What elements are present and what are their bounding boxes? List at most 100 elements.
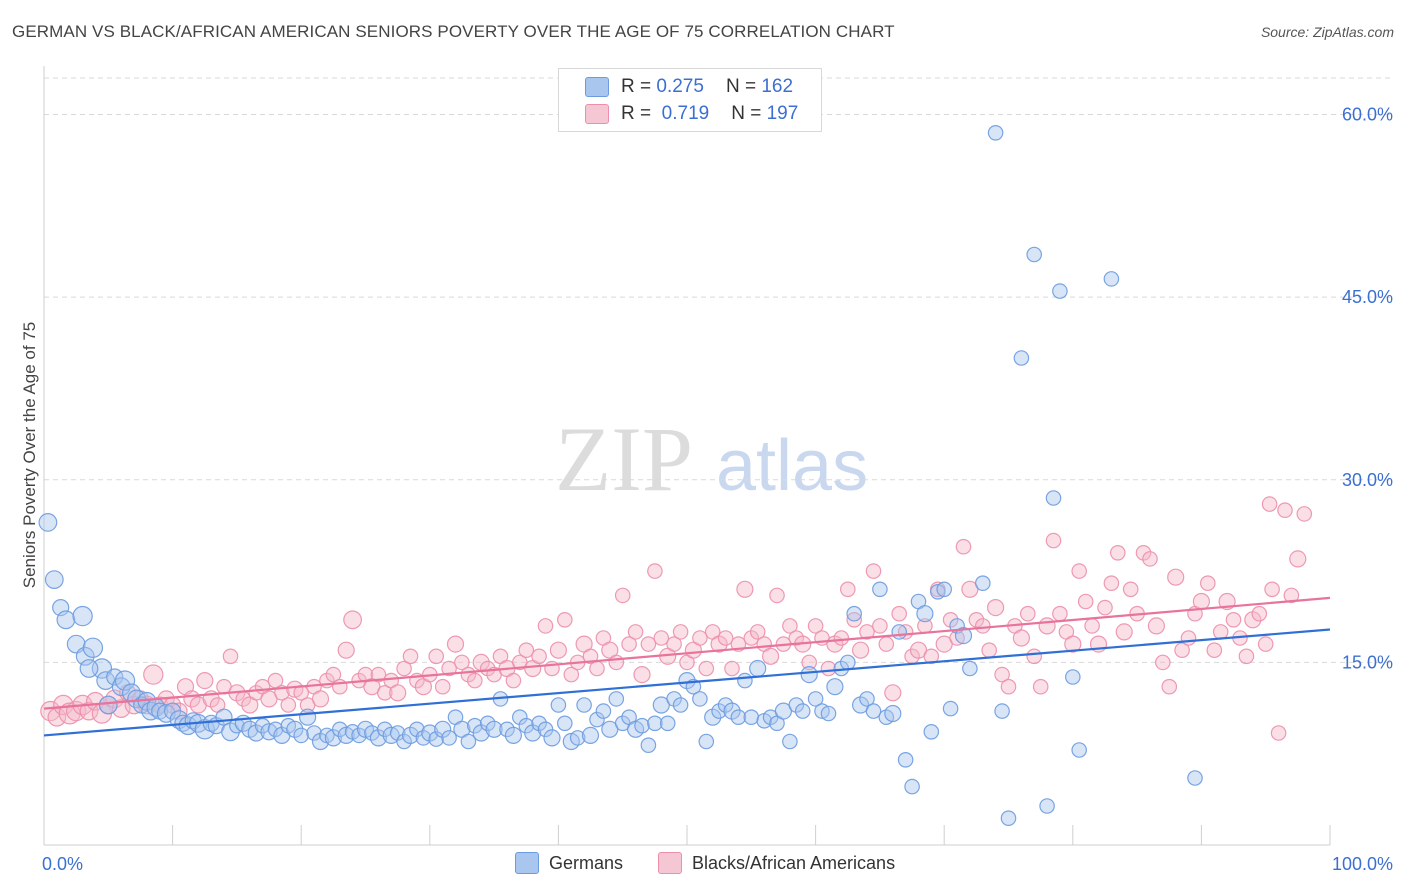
pink-data-point	[1077, 593, 1094, 610]
pink-data-point	[389, 684, 407, 702]
blue-data-point	[293, 727, 309, 744]
pink-data-point	[1000, 678, 1017, 695]
pink-data-point	[614, 587, 631, 604]
blue-data-point	[351, 727, 367, 744]
blue-data-point	[550, 697, 567, 713]
pink-data-point	[672, 624, 689, 640]
blue-data-point	[518, 717, 535, 734]
blue-data-point	[111, 677, 131, 697]
pink-data-point	[376, 684, 393, 701]
pink-data-point	[859, 624, 875, 640]
blue-data-point	[1013, 350, 1030, 366]
blue-data-point	[698, 733, 715, 750]
pink-data-point	[556, 611, 573, 628]
pink-trend-line	[43, 596, 1331, 710]
blue-swatch	[585, 77, 609, 97]
pink-data-point	[1174, 642, 1190, 658]
x-tick-label: 0.0%	[42, 854, 83, 874]
blue-data-point	[987, 125, 1004, 141]
pink-data-point	[736, 580, 754, 598]
blue-data-point	[839, 654, 856, 671]
blue-data-point	[38, 513, 58, 532]
blue-data-point	[79, 659, 99, 678]
blue-data-point	[389, 725, 406, 741]
legend-item-blacks: Blacks/African Americans	[658, 852, 895, 874]
pink-data-point	[79, 701, 99, 721]
pink-swatch	[585, 104, 609, 124]
blue-data-point	[749, 659, 767, 678]
blue-data-point	[1000, 810, 1017, 826]
blue-data-point	[942, 700, 959, 717]
blue-data-point	[1039, 798, 1055, 814]
pink-data-point	[280, 697, 297, 713]
pink-data-point	[769, 587, 785, 604]
x-tick-label: 100.0%	[1332, 854, 1393, 874]
blue-data-point	[788, 697, 805, 713]
pink-data-point	[621, 636, 637, 652]
pink-data-point	[961, 580, 979, 598]
watermark-zip: ZIP	[555, 408, 693, 510]
pink-data-point	[446, 635, 465, 653]
pink-data-point	[1180, 630, 1197, 646]
legend-item-germans: Germans	[515, 852, 623, 874]
pink-data-point	[343, 610, 363, 630]
blue-data-point	[531, 715, 547, 732]
pink-data-point	[872, 618, 888, 634]
pink-data-point	[761, 647, 780, 665]
pink-data-point	[563, 666, 580, 683]
pink-data-point	[1251, 605, 1268, 622]
blue-data-point	[75, 646, 95, 666]
pink-data-point	[222, 648, 239, 665]
blue-data-point	[299, 708, 317, 726]
blue-data-point	[1065, 669, 1081, 685]
pink-data-point	[994, 666, 1010, 683]
pink-data-point	[968, 611, 985, 628]
n-label: N =	[731, 103, 762, 124]
blue-data-point	[962, 660, 978, 677]
pink-data-point	[942, 611, 959, 628]
pink-data-point	[518, 642, 535, 658]
blue-data-point	[904, 778, 920, 795]
pink-data-point	[1135, 544, 1152, 561]
y-tick-label: 30.0%	[1342, 470, 1393, 490]
y-tick-label: 45.0%	[1342, 287, 1393, 307]
blue-data-point	[581, 726, 600, 745]
r-value: 0.275	[656, 76, 704, 97]
chart-title: GERMAN VS BLACK/AFRICAN AMERICAN SENIORS…	[12, 22, 895, 41]
blue-data-point	[954, 626, 973, 645]
pink-data-point	[1097, 599, 1113, 616]
blue-data-point	[807, 691, 824, 707]
pink-data-point	[1110, 544, 1126, 561]
legend-label-blacks: Blacks/African Americans	[692, 852, 896, 873]
pink-data-point	[549, 641, 568, 659]
pink-data-point	[807, 618, 824, 634]
pink-data-point	[955, 538, 972, 555]
blue-data-point	[595, 703, 612, 719]
blue-data-point	[608, 691, 625, 707]
stats-legend: R = 0.275 N = 162 R = 0.719 N = 197	[558, 68, 822, 132]
pink-data-point	[1225, 611, 1242, 628]
pink-data-point	[986, 598, 1005, 617]
blue-data-point	[872, 581, 888, 598]
blue-data-point	[485, 720, 503, 738]
blue-data-point	[936, 581, 952, 598]
pink-data-point	[1071, 563, 1087, 579]
pink-data-point	[1289, 550, 1307, 568]
blue-data-point	[717, 697, 734, 713]
blue-data-point	[666, 691, 682, 707]
pink-data-point	[1026, 648, 1042, 665]
blue-data-point	[672, 697, 689, 713]
blue-data-point	[396, 733, 412, 750]
gridlines	[44, 77, 1392, 663]
pink-data-point	[1032, 678, 1049, 695]
watermark: ZIP atlas	[555, 408, 868, 510]
blue-data-point	[428, 731, 444, 747]
pink-data-point	[1147, 617, 1166, 635]
r-label: R =	[621, 103, 652, 124]
pink-data-point	[1142, 551, 1158, 567]
pink-data-point	[454, 654, 470, 671]
blue-data-point	[504, 726, 523, 745]
pink-data-point	[396, 660, 412, 677]
blue-data-point	[56, 610, 76, 630]
pink-data-point	[441, 660, 457, 677]
